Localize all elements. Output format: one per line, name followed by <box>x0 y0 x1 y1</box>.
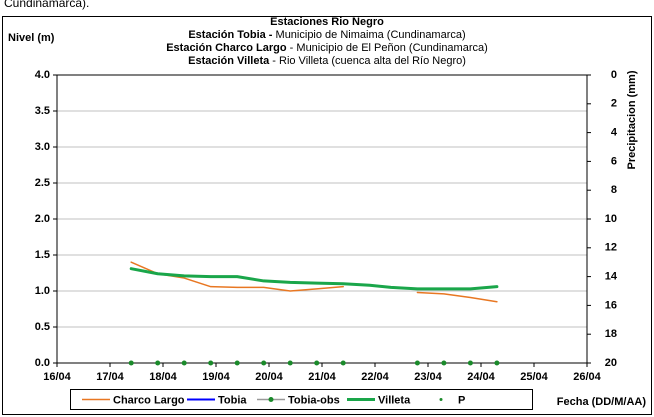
data-point <box>414 360 420 366</box>
data-point <box>128 360 134 366</box>
y2-tick-label: 18 <box>605 328 617 340</box>
x-tick-label: 24/04 <box>467 371 495 383</box>
y2-tick-label: 16 <box>605 299 617 311</box>
subtitle-text: - Municipio de El Peñon (Cundinamarca) <box>287 42 488 54</box>
subtitle-bold: Estación Tobia - <box>188 29 275 41</box>
y2-tick-label: 10 <box>605 213 617 225</box>
y2-tick-label: 12 <box>605 242 617 254</box>
x-tick-label: 16/04 <box>43 371 71 383</box>
x-tick-label: 20/04 <box>255 371 283 383</box>
y2-tick-label: 2 <box>611 98 617 110</box>
x-tick-label: 21/04 <box>308 371 336 383</box>
legend-items: Charco Largo Tobia Tobia-obs Villeta P <box>82 394 465 406</box>
x-tick-label: 26/04 <box>573 371 601 383</box>
subtitle: Estación Tobia - Municipio de Nimaima (C… <box>188 29 465 41</box>
x-tick-label: 22/04 <box>361 371 389 383</box>
subtitle-text: Municipio de Nimaima (Cundinamarca) <box>276 29 466 41</box>
y2-tick-label: 14 <box>605 271 618 283</box>
y2-axis-label: Precipitacion (mm) <box>626 70 638 169</box>
y-tick-label: 3.0 <box>35 141 50 153</box>
plot-area <box>56 74 588 364</box>
x-tick-label: 25/04 <box>520 371 548 383</box>
y-tick-label: 2.5 <box>35 177 50 189</box>
y2-tick-label: 0 <box>611 69 617 81</box>
y-axis-label: Nivel (m) <box>8 32 55 44</box>
data-point <box>155 360 161 366</box>
legend-label: P <box>458 394 465 406</box>
series-line <box>129 267 499 291</box>
y2-tick-label: 4 <box>611 127 618 139</box>
data-point <box>467 360 473 366</box>
chart-title: Estaciones Rio Negro <box>270 16 384 28</box>
x-tick-label: 17/04 <box>96 371 124 383</box>
y2-tick-label: 20 <box>605 357 617 369</box>
x-tick-label: 18/04 <box>149 371 177 383</box>
legend-marker <box>268 397 274 402</box>
legend-label: Villeta <box>378 394 411 406</box>
data-point <box>314 360 320 366</box>
data-point <box>494 360 500 366</box>
legend-label: Charco Largo <box>113 394 185 406</box>
data-point <box>261 360 267 366</box>
y-tick-label: 3.5 <box>35 105 50 117</box>
y-tick-label: 0.0 <box>35 357 50 369</box>
y-tick-label: 1.5 <box>35 249 50 261</box>
data-point <box>441 360 447 366</box>
data-point <box>234 360 240 366</box>
legend-label: Tobia-obs <box>288 394 340 406</box>
y2-tick-label: 6 <box>611 155 617 167</box>
subtitle: Estación Charco Largo - Municipio de El … <box>166 42 488 54</box>
chart-border <box>2 16 652 415</box>
legend-marker <box>439 398 443 401</box>
data-point <box>287 360 293 366</box>
x-tick-label: 23/04 <box>414 371 442 383</box>
subtitle-text: - Rio Villeta (cuenca alta del Río Negro… <box>269 55 466 67</box>
x-axis-label: Fecha (DD/M/AA) <box>557 396 647 408</box>
legend <box>70 389 533 410</box>
y-tick-label: 2.0 <box>35 213 50 225</box>
header-text: Cundinamarca). <box>4 0 89 10</box>
data-point <box>181 360 187 366</box>
legend-label: Tobia <box>218 394 247 406</box>
y2-tick-label: 8 <box>611 184 617 196</box>
subtitle-bold: Estación Charco Largo <box>166 42 287 54</box>
y-tick-label: 0.5 <box>35 321 50 333</box>
data-point <box>340 360 346 366</box>
data-point <box>208 360 214 366</box>
subtitle: Estación Villeta - Rio Villeta (cuenca a… <box>188 55 466 67</box>
y-tick-label: 4.0 <box>35 69 50 81</box>
subtitle-bold: Estación Villeta <box>188 55 270 67</box>
series-line <box>416 291 498 303</box>
x-tick-label: 19/04 <box>202 371 230 383</box>
y-tick-label: 1.0 <box>35 285 50 297</box>
